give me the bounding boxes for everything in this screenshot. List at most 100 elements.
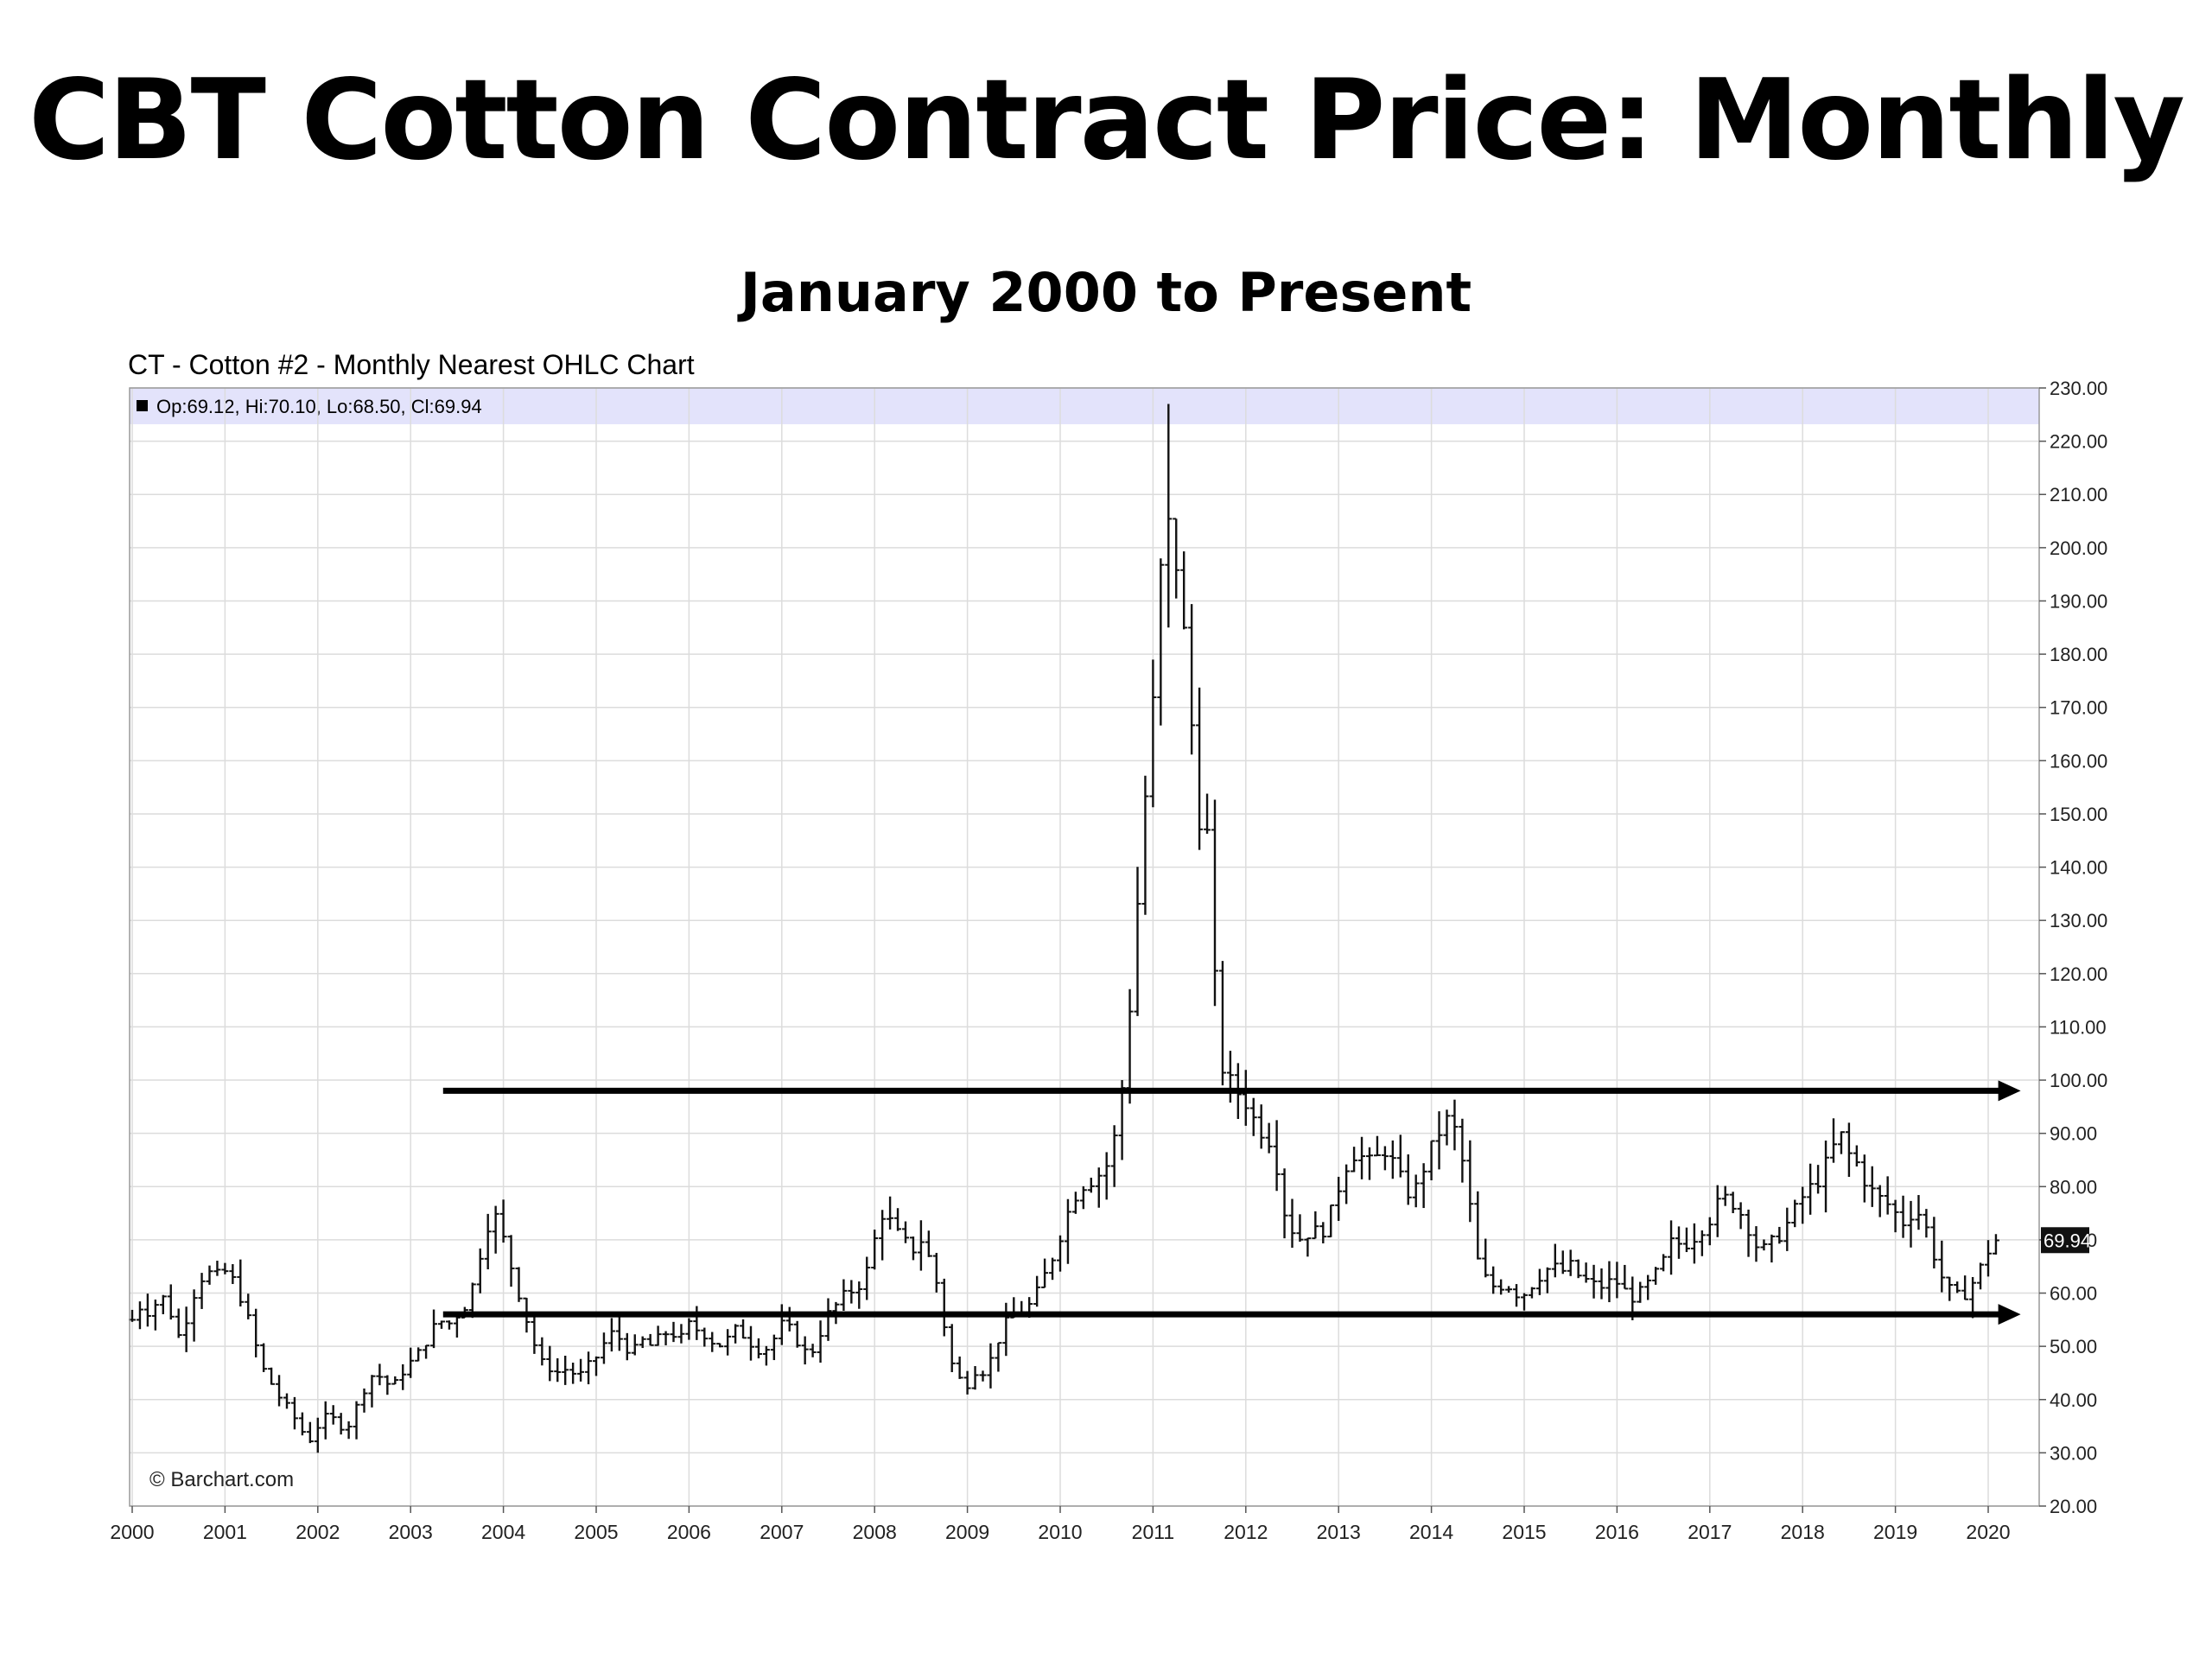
ohlc-bar bbox=[1621, 1264, 1629, 1290]
x-tick-label: 2006 bbox=[667, 1521, 711, 1543]
ohlc-bar bbox=[1660, 1254, 1668, 1272]
x-tick-label: 2014 bbox=[1409, 1521, 1453, 1543]
ohlc-bar bbox=[1807, 1163, 1815, 1215]
ohlc-bar bbox=[987, 1343, 995, 1389]
ohlc-bars bbox=[129, 404, 1999, 1453]
ohlc-bar bbox=[1249, 1097, 1257, 1136]
ohlc-bar bbox=[1265, 1122, 1273, 1154]
ohlc-bar bbox=[848, 1280, 855, 1304]
ohlc-bar bbox=[1582, 1262, 1590, 1283]
ohlc-bar bbox=[762, 1345, 770, 1366]
ohlc-bar bbox=[1791, 1199, 1799, 1228]
ohlc-bar bbox=[306, 1421, 314, 1444]
ohlc-bar bbox=[1134, 867, 1141, 1016]
ohlc-bar bbox=[1776, 1226, 1783, 1244]
ohlc-bar bbox=[801, 1336, 809, 1365]
ohlc-bar bbox=[963, 1370, 971, 1395]
ohlc-bar bbox=[1396, 1135, 1404, 1178]
ohlc-bar bbox=[1946, 1276, 1954, 1301]
ohlc-bar bbox=[724, 1329, 732, 1356]
ohlc-bar bbox=[631, 1334, 639, 1356]
ohlc-bar bbox=[1087, 1177, 1095, 1193]
ohlc-bar bbox=[677, 1324, 685, 1344]
y-tick-label: 20.00 bbox=[2050, 1496, 2097, 1517]
ohlc-bar bbox=[693, 1306, 701, 1340]
ohlc-bar bbox=[778, 1304, 785, 1345]
ohlc-bar bbox=[399, 1363, 407, 1390]
ohlc-bar bbox=[1815, 1165, 1822, 1194]
ohlc-bar bbox=[391, 1376, 399, 1385]
ohlc-bar bbox=[1853, 1145, 1860, 1167]
ohlc-bar bbox=[1474, 1191, 1482, 1260]
ohlc-bar bbox=[995, 1342, 1002, 1372]
ohlc-bar bbox=[368, 1375, 376, 1408]
ohlc-bar bbox=[1095, 1167, 1103, 1208]
ohlc-bar bbox=[1373, 1135, 1381, 1157]
y-tick-label: 230.00 bbox=[2050, 378, 2107, 399]
ohlc-bar bbox=[1899, 1195, 1907, 1238]
ohlc-bar bbox=[585, 1351, 593, 1385]
ohlc-bar bbox=[1389, 1140, 1396, 1179]
ohlc-bar bbox=[1637, 1281, 1644, 1303]
ohlc-bar bbox=[754, 1338, 762, 1359]
ohlc-bar bbox=[770, 1334, 778, 1361]
plot-frame bbox=[129, 387, 2040, 1507]
ohlc-bar bbox=[1768, 1234, 1776, 1263]
ohlc-bar bbox=[1435, 1111, 1443, 1170]
ohlc-bar bbox=[1049, 1257, 1057, 1281]
arrow-0 bbox=[442, 1080, 2021, 1102]
ohlc-bar bbox=[639, 1336, 646, 1349]
y-tick-label: 170.00 bbox=[2050, 697, 2107, 719]
ohlc-bar bbox=[1930, 1217, 1938, 1268]
x-tick-label: 2007 bbox=[760, 1521, 804, 1543]
ohlc-bar bbox=[1574, 1259, 1582, 1279]
ohlc-bar bbox=[1296, 1214, 1304, 1243]
ohlc-bar bbox=[1915, 1195, 1923, 1230]
legend-band bbox=[130, 388, 2039, 424]
ohlc-bar bbox=[654, 1325, 662, 1346]
ohlc-bar bbox=[740, 1319, 747, 1339]
arrow-1 bbox=[442, 1304, 2021, 1325]
x-tick-label: 2003 bbox=[389, 1521, 433, 1543]
ohlc-bar bbox=[817, 1320, 824, 1363]
y-tick-label: 50.00 bbox=[2050, 1336, 2097, 1357]
ohlc-bar bbox=[909, 1236, 917, 1261]
ohlc-bar bbox=[600, 1332, 607, 1364]
ohlc-bar bbox=[1110, 1125, 1118, 1187]
ohlc-bar bbox=[283, 1393, 290, 1409]
ohlc-bar bbox=[314, 1417, 321, 1453]
ohlc-bar bbox=[1173, 518, 1180, 599]
ohlc-bar bbox=[809, 1344, 817, 1357]
ohlc-bar bbox=[1273, 1120, 1281, 1192]
ohlc-bar bbox=[1737, 1202, 1745, 1230]
ohlc-bar bbox=[1713, 1185, 1721, 1237]
ohlc-bar bbox=[507, 1235, 515, 1287]
ohlc-bar bbox=[1149, 659, 1157, 808]
ohlc-bar bbox=[1985, 1240, 1992, 1277]
ohlc-bar bbox=[1211, 799, 1218, 1007]
y-axis: 20.0030.0040.0050.0060.0070.0080.0090.00… bbox=[2039, 378, 2107, 1517]
x-tick-label: 2002 bbox=[296, 1521, 340, 1543]
ohlc-bar bbox=[415, 1347, 423, 1362]
ohlc-bar bbox=[1644, 1274, 1652, 1300]
x-tick-label: 2004 bbox=[481, 1521, 525, 1543]
ohlc-bar bbox=[1598, 1268, 1605, 1300]
ohlc-bar bbox=[1891, 1199, 1899, 1233]
ohlc-bar bbox=[1543, 1267, 1551, 1294]
ohlc-bar bbox=[175, 1308, 182, 1338]
x-tick-label: 2015 bbox=[1502, 1521, 1546, 1543]
ohlc-bar bbox=[1057, 1235, 1064, 1272]
ohlc-bar bbox=[136, 1301, 143, 1330]
ohlc-bar bbox=[1381, 1146, 1389, 1171]
y-tick-label: 60.00 bbox=[2050, 1283, 2097, 1305]
ohlc-bar bbox=[182, 1306, 190, 1352]
ohlc-bar bbox=[1752, 1226, 1760, 1262]
ohlc-bar bbox=[276, 1375, 283, 1407]
y-tick-label: 200.00 bbox=[2050, 537, 2107, 559]
ohlc-bar bbox=[290, 1396, 298, 1430]
ohlc-bar bbox=[298, 1412, 306, 1436]
ohlc-bar bbox=[198, 1273, 206, 1309]
ohlc-bar bbox=[855, 1281, 863, 1309]
ohlc-bar bbox=[1559, 1250, 1567, 1274]
ohlc-bar bbox=[1845, 1122, 1853, 1178]
